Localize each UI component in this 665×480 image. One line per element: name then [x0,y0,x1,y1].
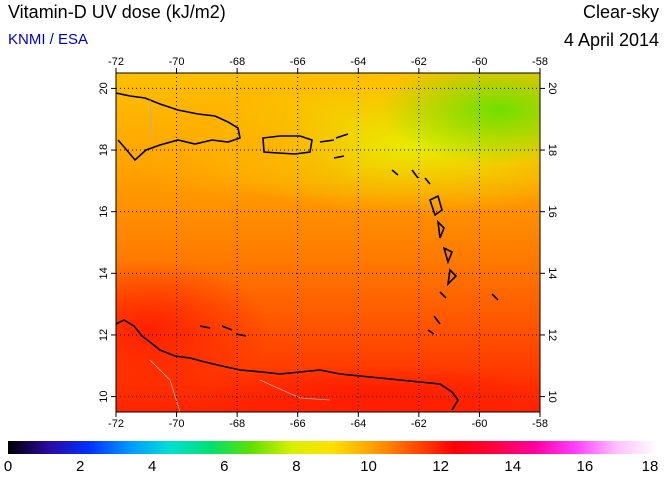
lon-label-bottom: -68 [229,418,245,430]
colorbar-label: 2 [75,458,85,475]
lat-label-right: 12 [546,329,558,341]
lat-label-left: 18 [98,144,110,156]
lat-label-right: 10 [546,390,558,402]
lat-label-right: 14 [546,267,558,279]
map-frame [115,72,541,413]
venezuela-coast [116,319,459,411]
map-title: Vitamin-D UV dose (kJ/m2) [8,2,226,22]
lat-label-left: 10 [98,390,110,402]
colorbar-label: 14 [504,458,522,475]
lon-label-bottom: -64 [350,418,366,430]
lon-label-bottom: -62 [411,418,427,430]
lon-label-top: -66 [290,56,306,68]
credit-label: KNMI / ESA [8,31,89,48]
lat-label-left: 12 [98,329,110,341]
lat-label-left: 14 [98,267,110,279]
lon-label-top: -58 [532,56,548,68]
lat-label-right: 18 [546,144,558,156]
lon-label-top: -64 [350,56,366,68]
date-label: 4 April 2014 [563,30,659,50]
colorbar-label: 18 [641,458,659,475]
lon-label-top: -72 [108,56,124,68]
colorbar-label: 12 [432,458,449,475]
colorbar-label: 8 [292,458,301,475]
lat-label-left: 20 [98,82,110,94]
axis-ticks: -72 -72 -70 -70 -68 -68 -66 -66 -64 -64 -62 -62 -60 -… [98,56,558,430]
dose-field [116,73,540,412]
colorbar-label: 0 [3,458,13,475]
hispaniola-coast [116,92,241,162]
puerto-rico-coast [262,135,313,155]
lat-label-left: 16 [98,206,110,218]
colorbar-label: 6 [220,458,229,475]
sky-condition-label: Clear-sky [582,2,659,22]
lon-label-bottom: -70 [169,418,185,430]
lon-label-top: -62 [411,56,427,68]
colorbar [8,441,657,454]
colorbar-label: 10 [360,458,377,475]
lon-label-top: -60 [471,56,487,68]
virgin-islands-coast [319,133,349,159]
colorbar-label: 4 [148,458,157,475]
lat-label-right: 20 [546,82,558,94]
lon-label-top: -70 [169,56,185,68]
lon-label-top: -68 [229,56,245,68]
lon-label-bottom: -60 [471,418,487,430]
lon-label-bottom: -72 [108,418,124,430]
lon-label-bottom: -66 [290,418,306,430]
lon-label-bottom: -58 [532,418,548,430]
colorbar-label: 16 [576,458,594,475]
lat-label-right: 16 [546,206,558,218]
lesser-antilles-coast [391,169,499,335]
graticule [116,73,540,412]
colorbar-gradient [8,441,657,454]
